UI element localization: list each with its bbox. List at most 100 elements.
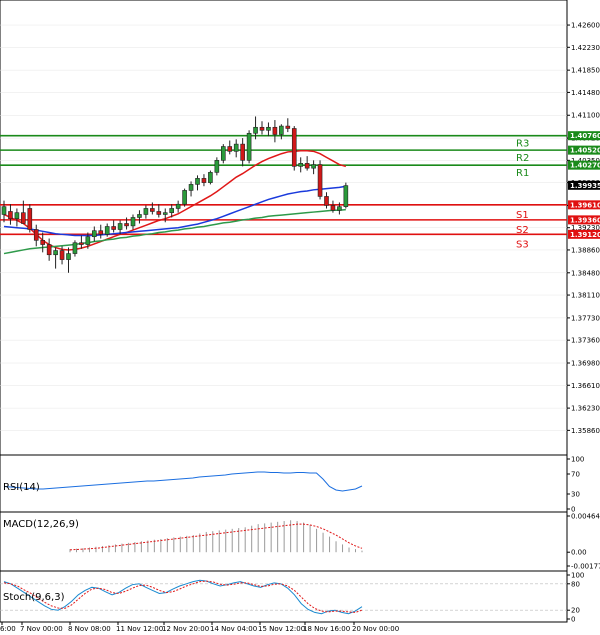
candle-body xyxy=(33,229,39,241)
price-tick-label: 1.41480 xyxy=(571,89,600,97)
stoch-tick-label: 20 xyxy=(571,607,580,615)
candle-body xyxy=(137,214,142,218)
price-tick-label: 1.36980 xyxy=(571,360,600,368)
stoch-d-line xyxy=(3,580,363,613)
candle-body xyxy=(143,208,149,215)
time-tick-label: 6:00 xyxy=(0,625,16,633)
macd-label: MACD(12,26,9) xyxy=(3,519,79,530)
candle-body xyxy=(253,126,258,134)
time-tick-label: 14 Nov 04:00 xyxy=(210,625,257,633)
price-tick-label: 1.41850 xyxy=(571,67,600,75)
candle-body xyxy=(98,230,104,235)
candle-body xyxy=(337,206,342,211)
level-tag-r1 xyxy=(568,160,600,170)
candle-body xyxy=(188,184,194,191)
price-tick-label: 1.37360 xyxy=(571,337,600,345)
time-axis: 6:00 7 Nov 00:00 8 Nov 08:00 11 Nov 12:0012… xyxy=(0,622,399,633)
candle-body xyxy=(272,126,278,135)
level-tag-r3 xyxy=(568,131,600,141)
macd-tick-label: -0.001771 xyxy=(571,563,600,571)
candle-body xyxy=(298,163,304,167)
candle-body xyxy=(195,178,200,185)
rsi-line xyxy=(3,471,363,492)
macd-tick-label: 0.00 xyxy=(571,549,587,557)
price-tick-label: 1.42600 xyxy=(571,22,600,30)
stoch-tick-label: 100 xyxy=(571,572,584,580)
time-tick-label: 18 Nov 16:00 xyxy=(303,625,350,633)
level-name-r2: R2 xyxy=(516,153,529,164)
candle-body xyxy=(104,226,110,235)
time-tick-label: 20 Nov 00:00 xyxy=(352,625,399,633)
level-tag-text: 1.40520 xyxy=(570,147,600,155)
rsi-tick-label: 0 xyxy=(571,506,575,514)
price-tick-label: 1.38860 xyxy=(571,246,600,254)
candle-body xyxy=(259,126,265,131)
current-price-text: 1.39935 xyxy=(570,182,600,190)
time-tick-label: 8 Nov 08:00 xyxy=(68,625,111,633)
candle-body xyxy=(227,146,233,152)
candle-body xyxy=(124,223,129,227)
level-name-s1: S1 xyxy=(516,210,529,221)
candle-body xyxy=(8,211,13,219)
candle-body xyxy=(304,163,310,169)
candle-body xyxy=(27,208,33,230)
candle-body xyxy=(330,205,336,211)
price-tick-label: 1.42230 xyxy=(571,44,600,52)
candle-body xyxy=(117,223,123,230)
macd-panel: 0.004648 0.00 -0.001771 xyxy=(69,513,600,571)
candle-body xyxy=(1,206,7,215)
price-tick-label: 1.41100 xyxy=(571,112,600,120)
time-tick-label: 12 Nov 20:00 xyxy=(162,625,209,633)
level-tag-text: 1.40270 xyxy=(570,162,600,170)
price-axis: 1.42600 1.42230 1.41850 1.41480 1.41100 1.407… xyxy=(567,22,600,435)
rsi-pane xyxy=(0,454,568,513)
stoch-tick-label: 0 xyxy=(571,616,575,624)
candle-body xyxy=(291,128,297,167)
candle-body xyxy=(46,244,52,256)
candle-body xyxy=(21,212,26,224)
price-tick-label: 1.38480 xyxy=(571,269,600,277)
level-name-s2: S2 xyxy=(516,225,529,236)
level-name-r1: R1 xyxy=(516,168,529,179)
price-tick-label: 1.36230 xyxy=(571,405,600,413)
price-tick-label: 1.35860 xyxy=(571,427,600,435)
rsi-tick-label: 30 xyxy=(571,491,580,499)
time-tick-label: 15 Nov 12:00 xyxy=(258,625,305,633)
rsi-tick-label: 100 xyxy=(571,456,584,464)
candle-body xyxy=(111,226,116,230)
rsi-label: RSI(14) xyxy=(3,482,40,493)
candle-body xyxy=(324,196,329,206)
candle-body xyxy=(208,172,213,183)
candle-body xyxy=(221,146,226,161)
stoch-k-line xyxy=(3,579,363,615)
candle-body xyxy=(214,160,220,173)
level-tag-text: 1.39120 xyxy=(570,231,600,239)
candle-body xyxy=(53,250,58,256)
price-tick-label: 1.36610 xyxy=(571,382,600,390)
moving-averages xyxy=(3,149,347,255)
level-tag-s3 xyxy=(568,229,600,239)
ma-line-0 xyxy=(3,149,347,251)
candle-body xyxy=(240,143,245,161)
candle-body xyxy=(92,230,97,238)
level-tag-text: 1.40760 xyxy=(570,132,600,140)
ma-line-2 xyxy=(3,208,346,255)
candle-body xyxy=(182,190,187,205)
rsi-tick-label: 70 xyxy=(571,471,580,479)
candle-body xyxy=(150,208,155,212)
price-tick-label: 1.37730 xyxy=(571,314,600,322)
ma-line-1 xyxy=(3,185,346,237)
candle-body xyxy=(85,236,91,245)
candle-body xyxy=(66,253,71,260)
level-tag-text: 1.39610 xyxy=(570,201,600,209)
stoch-tick-label: 80 xyxy=(571,580,580,588)
level-tag-s1 xyxy=(568,200,600,210)
stoch-label: Stoch(9,6,3) xyxy=(3,592,65,603)
macd-tick-label: 0.004648 xyxy=(571,513,600,521)
time-tick-label: 7 Nov 00:00 xyxy=(20,625,63,633)
candle-body xyxy=(156,211,162,215)
level-price-tags: 1.40760 1.40520 1.40270 1.39610 1.39360 1.391… xyxy=(568,131,600,239)
candle-body xyxy=(343,185,349,207)
